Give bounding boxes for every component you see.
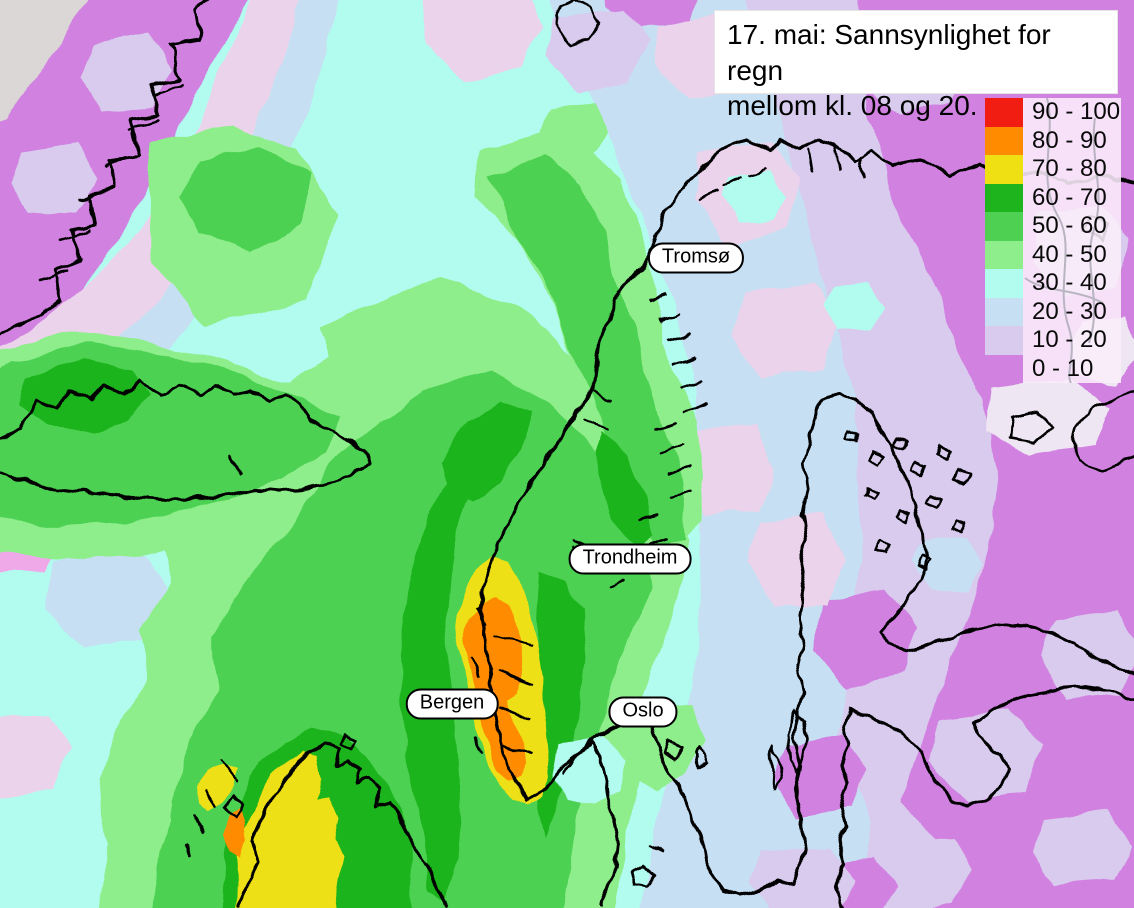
legend-label: 10 - 20 [1032, 326, 1107, 354]
legend-label: 30 - 40 [1032, 269, 1107, 297]
legend-entries: 90 - 100 80 - 90 70 - 80 60 - 70 50 - 60 40 -… [985, 98, 1121, 383]
legend-label: 80 - 90 [1032, 126, 1107, 154]
title-box: 17. mai: Sannsynlighet for regn mellom k… [714, 10, 1118, 121]
legend-swatch [985, 326, 1023, 355]
legend-label: 50 - 60 [1032, 212, 1107, 240]
legend-entry: 60 - 70 [985, 183, 1121, 212]
title-line-2: mellom kl. 08 og 20. [727, 90, 978, 122]
legend-entry: 80 - 90 [985, 126, 1121, 155]
legend-label: 90 - 100 [1032, 98, 1121, 126]
title-line-1: 17. mai: Sannsynlighet for regn [727, 19, 1051, 86]
legend-swatch [985, 297, 1023, 326]
legend-entry: 40 - 50 [985, 240, 1121, 269]
legend-entry: 10 - 20 [985, 326, 1121, 355]
legend-label: 60 - 70 [1032, 183, 1107, 211]
legend-entry: 50 - 60 [985, 212, 1121, 241]
legend-swatch [985, 269, 1023, 298]
legend-label: 70 - 80 [1032, 155, 1107, 183]
legend-entry: 0 - 10 [985, 354, 1121, 383]
legend-entry: 90 - 100 [985, 98, 1121, 127]
legend-swatch [985, 212, 1023, 241]
legend-background-borders [1024, 98, 1104, 383]
legend-label: 40 - 50 [1032, 240, 1107, 268]
legend-swatch [985, 183, 1023, 212]
legend: 90 - 100 80 - 90 70 - 80 60 - 70 50 - 60 40 -… [985, 98, 1121, 383]
legend-entry: 30 - 40 [985, 269, 1121, 298]
legend-swatch [985, 240, 1023, 269]
legend-swatch [985, 354, 1023, 383]
legend-swatch [985, 126, 1023, 155]
legend-swatch [985, 155, 1023, 184]
legend-entry: 70 - 80 [985, 155, 1121, 184]
legend-label: 0 - 10 [1032, 354, 1094, 382]
legend-swatch [985, 98, 1023, 127]
legend-entry: 20 - 30 [985, 297, 1121, 326]
legend-label: 20 - 30 [1032, 297, 1107, 325]
